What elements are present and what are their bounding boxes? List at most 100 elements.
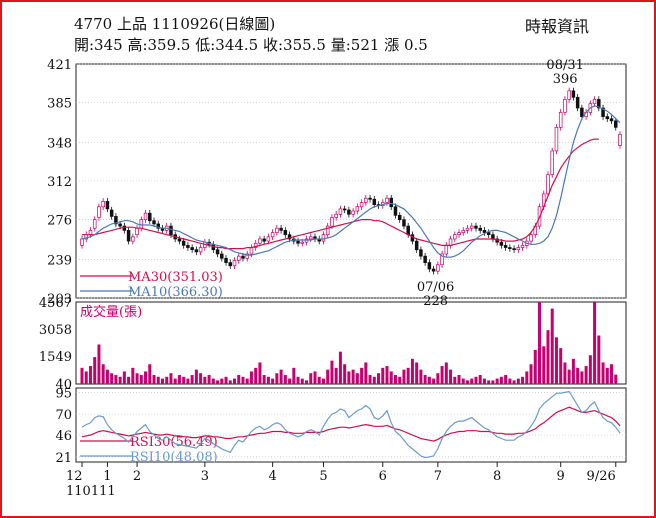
candle-body bbox=[503, 245, 508, 248]
candle-body bbox=[575, 96, 580, 109]
candle-body bbox=[139, 219, 144, 229]
candle-body bbox=[520, 245, 525, 248]
candle-body bbox=[215, 249, 220, 255]
volume-bar bbox=[588, 355, 592, 384]
volume-bar bbox=[516, 378, 520, 384]
volume-bar bbox=[190, 375, 194, 384]
price-tick-label: 276 bbox=[47, 214, 72, 229]
volume-bar bbox=[305, 380, 309, 384]
volume-bar bbox=[88, 366, 92, 384]
volume-bar bbox=[351, 369, 355, 384]
volume-bar bbox=[165, 376, 169, 384]
volume-bar bbox=[355, 373, 359, 384]
candle-body bbox=[105, 201, 110, 210]
candle-body bbox=[126, 230, 131, 242]
volume-bar bbox=[521, 376, 525, 384]
x-tick-label: 7 bbox=[434, 469, 442, 484]
candle-body bbox=[601, 107, 605, 117]
x-tick-label: 3 bbox=[201, 469, 209, 484]
volume-bar bbox=[321, 378, 325, 384]
annotation-value: 228 bbox=[423, 294, 448, 309]
candle-body bbox=[414, 240, 419, 251]
volume-bar bbox=[131, 367, 135, 384]
candle-body bbox=[330, 217, 334, 227]
volume-bar bbox=[169, 373, 173, 384]
source-label: 時報資訊 bbox=[525, 17, 590, 36]
volume-bar bbox=[444, 362, 448, 384]
ma30-line bbox=[82, 138, 599, 250]
volume-bar bbox=[330, 360, 334, 384]
legend-label: MA30(351.03) bbox=[128, 270, 223, 285]
volume-bar bbox=[457, 375, 461, 384]
volume-bar bbox=[470, 378, 474, 384]
candle-body bbox=[224, 257, 228, 263]
volume-bar bbox=[440, 366, 444, 384]
volume-bar bbox=[271, 378, 275, 384]
candle-body bbox=[440, 253, 444, 266]
volume-bar bbox=[372, 376, 376, 384]
chart-title: 4770 上品 1110926(日線圖) bbox=[74, 15, 276, 33]
candle-body bbox=[597, 99, 601, 109]
candle-body bbox=[270, 232, 275, 238]
candle-body bbox=[571, 90, 576, 98]
volume-bar bbox=[398, 376, 402, 384]
volume-bar bbox=[279, 369, 283, 384]
volume-bar bbox=[491, 380, 495, 384]
volume-bar bbox=[461, 378, 465, 384]
volume-bar bbox=[504, 375, 508, 384]
candle-body bbox=[419, 249, 423, 257]
price-tick-label: 239 bbox=[47, 253, 72, 268]
volume-bar bbox=[533, 349, 537, 384]
annotation-value: 396 bbox=[553, 72, 578, 87]
candle-body bbox=[177, 238, 182, 242]
candle-body bbox=[156, 223, 161, 229]
price-tick-label: 203 bbox=[47, 292, 72, 307]
volume-bar bbox=[508, 378, 512, 384]
candle-body bbox=[80, 238, 84, 246]
volume-bar bbox=[203, 376, 207, 384]
volume-bar bbox=[224, 376, 228, 384]
volume-bar bbox=[571, 358, 575, 384]
candle-body bbox=[355, 206, 360, 212]
candle-body bbox=[444, 245, 449, 255]
candle-body bbox=[300, 241, 305, 244]
candle-body bbox=[554, 126, 559, 152]
volume-bar bbox=[474, 376, 478, 384]
candle-body bbox=[118, 223, 122, 227]
candle-body bbox=[436, 264, 440, 272]
volume-bar bbox=[432, 378, 436, 384]
volume-bar bbox=[360, 367, 364, 384]
rsi-tick-label: 46 bbox=[55, 429, 72, 444]
candle-body bbox=[279, 227, 283, 231]
candle-body bbox=[287, 234, 292, 240]
candle-body bbox=[283, 230, 288, 236]
volume-bar bbox=[449, 369, 453, 384]
volume-bar bbox=[186, 378, 190, 384]
candle-body bbox=[508, 247, 512, 249]
volume-bar bbox=[237, 375, 241, 384]
volume-bar bbox=[406, 367, 410, 384]
volume-bar bbox=[118, 376, 122, 384]
volume-bar bbox=[364, 362, 368, 384]
volume-bar bbox=[245, 378, 249, 384]
volume-bar bbox=[601, 362, 605, 384]
candle-body bbox=[88, 230, 93, 236]
volume-bar bbox=[220, 378, 224, 384]
volume-bar bbox=[576, 367, 580, 384]
candle-body bbox=[516, 247, 521, 251]
candle-body bbox=[309, 236, 313, 240]
candle-body bbox=[338, 208, 343, 215]
volume-bar bbox=[254, 367, 258, 384]
volume-tick-label: 4567 bbox=[39, 296, 72, 311]
candle-body bbox=[241, 255, 245, 259]
volume-bar bbox=[292, 367, 296, 384]
candle-body bbox=[448, 238, 453, 246]
volume-bar bbox=[512, 380, 516, 384]
volume-bar bbox=[389, 371, 393, 384]
volume-bar bbox=[105, 369, 109, 384]
volume-bar bbox=[338, 351, 342, 384]
quote-summary: 開:345 高:359.5 低:344.5 收:355.5 量:521 漲 0.… bbox=[74, 36, 428, 54]
panel-box-1 bbox=[75, 301, 627, 385]
volume-bar bbox=[487, 380, 491, 384]
candle-body bbox=[368, 197, 372, 200]
